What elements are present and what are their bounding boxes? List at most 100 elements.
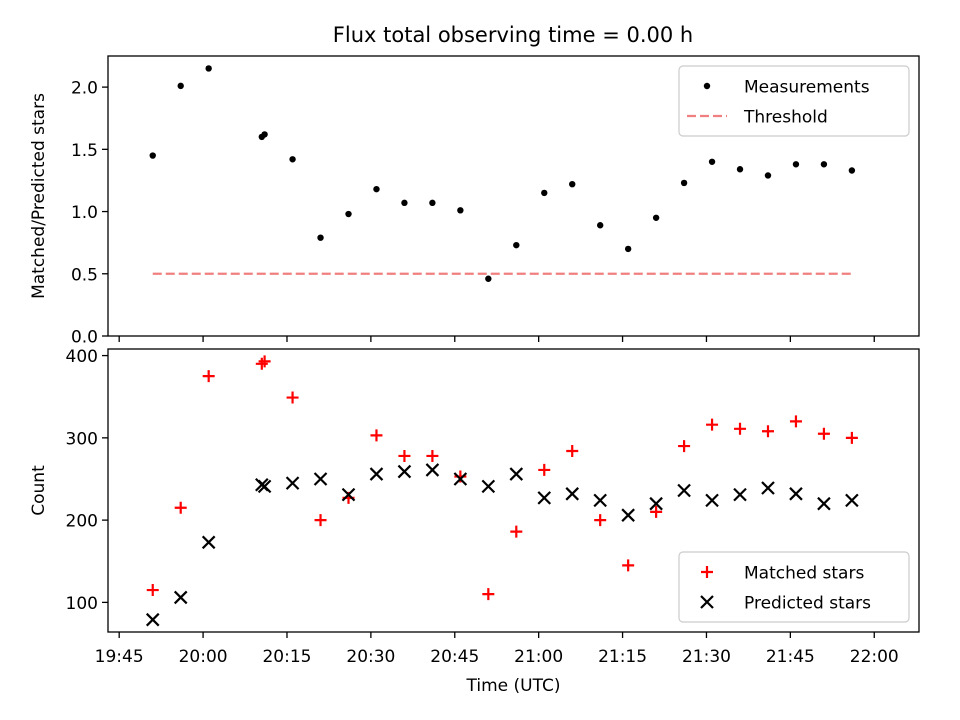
predicted-star-point bbox=[733, 487, 747, 502]
x-tick-label: 20:45 bbox=[430, 647, 479, 667]
x-tick-label: 21:45 bbox=[766, 647, 815, 667]
predicted-star-point bbox=[201, 535, 216, 550]
measurement-point bbox=[401, 199, 408, 207]
measurement-point bbox=[177, 82, 184, 90]
measurement-point bbox=[513, 241, 520, 249]
predicted-star-point bbox=[761, 481, 775, 495]
y-axis-label: Count bbox=[29, 465, 49, 516]
y-tick-label: 0.0 bbox=[71, 328, 98, 348]
matched-star-point bbox=[454, 470, 467, 483]
matched-star-point bbox=[426, 449, 439, 462]
measurement-point bbox=[792, 161, 800, 168]
matched-star-point bbox=[482, 588, 495, 601]
legend-label: Measurements bbox=[744, 78, 870, 98]
legend-box bbox=[678, 551, 910, 623]
y-tick-label: 1.0 bbox=[71, 203, 98, 223]
x-tick-label: 21:30 bbox=[682, 647, 731, 667]
matched-star-point bbox=[398, 449, 411, 462]
x-tick-label: 20:00 bbox=[179, 647, 228, 667]
predicted-star-point bbox=[425, 463, 440, 477]
matched-star-point bbox=[370, 429, 383, 442]
matched-star-point bbox=[314, 514, 327, 527]
measurement-point bbox=[289, 156, 296, 163]
measurement-point bbox=[820, 161, 828, 168]
measurement-point bbox=[485, 275, 492, 282]
measurement-point bbox=[652, 214, 660, 221]
matched-star-point bbox=[845, 431, 858, 444]
y-tick-label: 2.0 bbox=[71, 79, 98, 99]
matched-star-point bbox=[258, 355, 271, 368]
matched-star-point bbox=[510, 525, 523, 538]
predicted-star-point bbox=[565, 487, 580, 501]
x-tick-label: 21:00 bbox=[514, 647, 563, 667]
matched-star-point bbox=[146, 584, 159, 597]
y-tick-label: 100 bbox=[66, 594, 98, 614]
measurement-point bbox=[345, 210, 352, 218]
matched-star-point bbox=[255, 357, 268, 370]
measurement-point bbox=[541, 189, 548, 197]
legend-box bbox=[678, 65, 910, 137]
measurement-point bbox=[596, 222, 604, 229]
predicted-star-point bbox=[789, 487, 803, 501]
bottom-panel-counts: 100 200 300 400 19:45 20:00 20:15 20:30 20:45 21:… bbox=[29, 347, 920, 696]
y-tick-label: 200 bbox=[66, 512, 98, 532]
predicted-star-point bbox=[397, 464, 412, 479]
predicted-star-point bbox=[341, 487, 356, 502]
predicted-star-point bbox=[537, 491, 552, 505]
legend-marker-matched bbox=[701, 566, 713, 578]
matched-star-point bbox=[594, 514, 607, 527]
x-tick-label: 19:45 bbox=[95, 647, 144, 667]
predicted-star-point bbox=[145, 612, 160, 627]
x-tick-label: 21:15 bbox=[598, 647, 647, 667]
y-tick-label: 0.5 bbox=[71, 265, 98, 285]
matched-star-point bbox=[789, 415, 802, 428]
x-axis-label: Time (UTC) bbox=[466, 676, 561, 696]
predicted-star-point bbox=[649, 496, 663, 511]
x-tick-label: 20:30 bbox=[346, 647, 395, 667]
matched-star-point bbox=[678, 440, 691, 453]
legend: Matched stars Predicted stars bbox=[678, 551, 910, 623]
matched-star-point bbox=[286, 391, 299, 404]
x-tick-label: 20:15 bbox=[262, 647, 311, 667]
matched-star-point bbox=[622, 559, 635, 572]
measurement-point bbox=[429, 199, 436, 207]
measurement-point bbox=[261, 131, 268, 138]
predicted-star-point bbox=[369, 467, 384, 481]
legend-label: Predicted stars bbox=[744, 594, 871, 614]
matched-star-point bbox=[817, 427, 830, 440]
legend-label: Matched stars bbox=[744, 564, 864, 584]
y-axis-label: Matched/Predicted stars bbox=[29, 93, 49, 299]
legend-marker-measurements bbox=[703, 82, 711, 90]
measurement-point bbox=[457, 207, 464, 214]
matched-star-point bbox=[650, 505, 663, 518]
predicted-star-point bbox=[509, 467, 524, 481]
x-tick-label: 22:00 bbox=[850, 647, 899, 667]
predicted-star-point bbox=[285, 476, 300, 490]
top-panel-flux-ratio: 0.0 0.5 1.0 1.5 2.0 Matched/Predicted stars Me… bbox=[29, 55, 920, 348]
predicted-star-point bbox=[817, 496, 831, 511]
predicted-star-point bbox=[845, 493, 859, 508]
predicted-star-point bbox=[481, 479, 496, 494]
chart-title: Flux total observing time = 0.00 h bbox=[333, 23, 693, 47]
measurement-point bbox=[624, 245, 632, 253]
measurement-point bbox=[149, 152, 156, 159]
matched-star-point bbox=[706, 418, 719, 431]
measurement-point bbox=[848, 167, 856, 174]
predicted-star-point bbox=[705, 493, 719, 508]
matched-star-point bbox=[734, 422, 747, 435]
predicted-star-point bbox=[453, 472, 468, 486]
measurement-point bbox=[680, 179, 688, 187]
measurement-point bbox=[708, 158, 716, 165]
measurement-point bbox=[373, 185, 380, 193]
measurement-point bbox=[736, 166, 744, 173]
y-tick-label: 400 bbox=[66, 347, 98, 367]
matched-star-point bbox=[202, 370, 215, 383]
legend-label: Threshold bbox=[743, 108, 828, 128]
measurement-point bbox=[317, 234, 324, 241]
predicted-star-point bbox=[173, 590, 188, 605]
legend-marker-predicted bbox=[700, 595, 714, 609]
measurement-point bbox=[205, 65, 212, 72]
matched-star-point bbox=[761, 425, 774, 438]
predicted-star-point bbox=[677, 483, 691, 498]
